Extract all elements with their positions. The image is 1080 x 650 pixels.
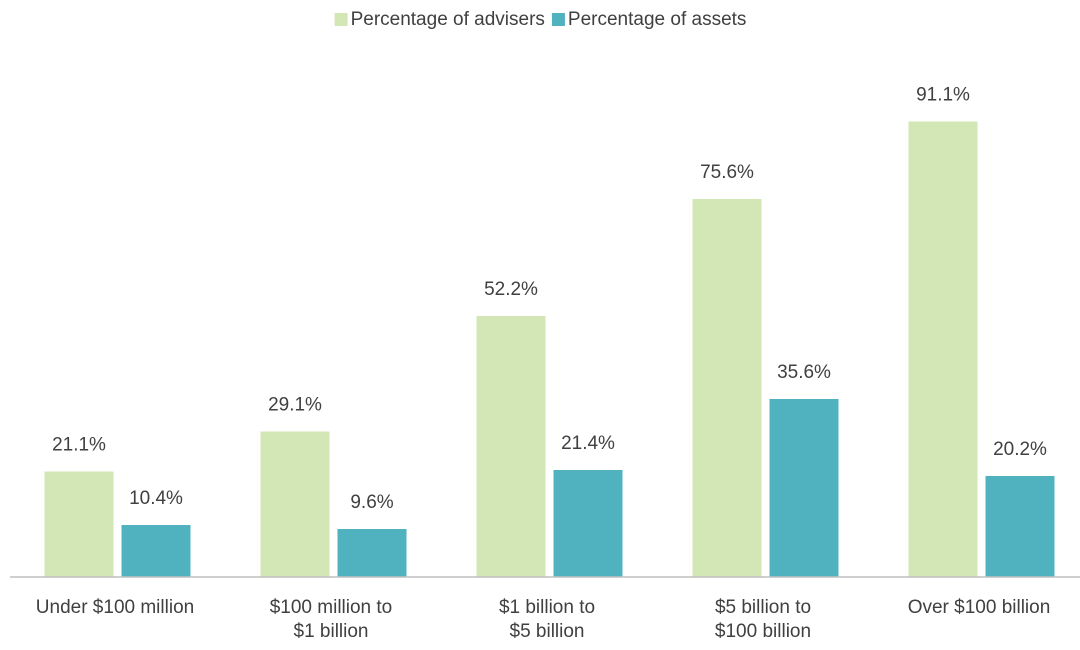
x-tick-label: $100 million to $1 billion (269, 597, 393, 642)
legend-label: Percentage of advisers (351, 9, 545, 30)
x-tick-label: $5 billion to $100 billion (714, 597, 812, 642)
bar (337, 529, 407, 577)
bar (476, 316, 546, 577)
x-tick-label: Under $100 million (35, 597, 195, 618)
legend-swatch (551, 13, 565, 26)
x-tick-label: $1 billion to $5 billion (498, 597, 596, 642)
data-label: 21.4% (561, 433, 615, 454)
legend-swatch (334, 13, 348, 26)
bar (553, 470, 623, 577)
legend-label: Percentage of assets (568, 9, 747, 30)
data-label: 21.1% (52, 435, 106, 456)
bar (985, 476, 1055, 577)
data-label: 10.4% (129, 488, 183, 509)
x-tick-label: Over $100 billion (907, 597, 1051, 618)
data-label: 9.6% (350, 492, 393, 513)
data-label: 75.6% (700, 162, 754, 183)
data-label: 91.1% (916, 85, 970, 106)
bar (260, 431, 330, 577)
data-label: 29.1% (268, 395, 322, 416)
bar (121, 525, 191, 577)
data-label: 52.2% (484, 279, 538, 300)
bar (692, 199, 762, 577)
data-label: 35.6% (777, 362, 831, 383)
bar (44, 471, 114, 577)
bar (769, 399, 839, 577)
data-label: 20.2% (993, 439, 1047, 460)
bar (908, 121, 978, 577)
